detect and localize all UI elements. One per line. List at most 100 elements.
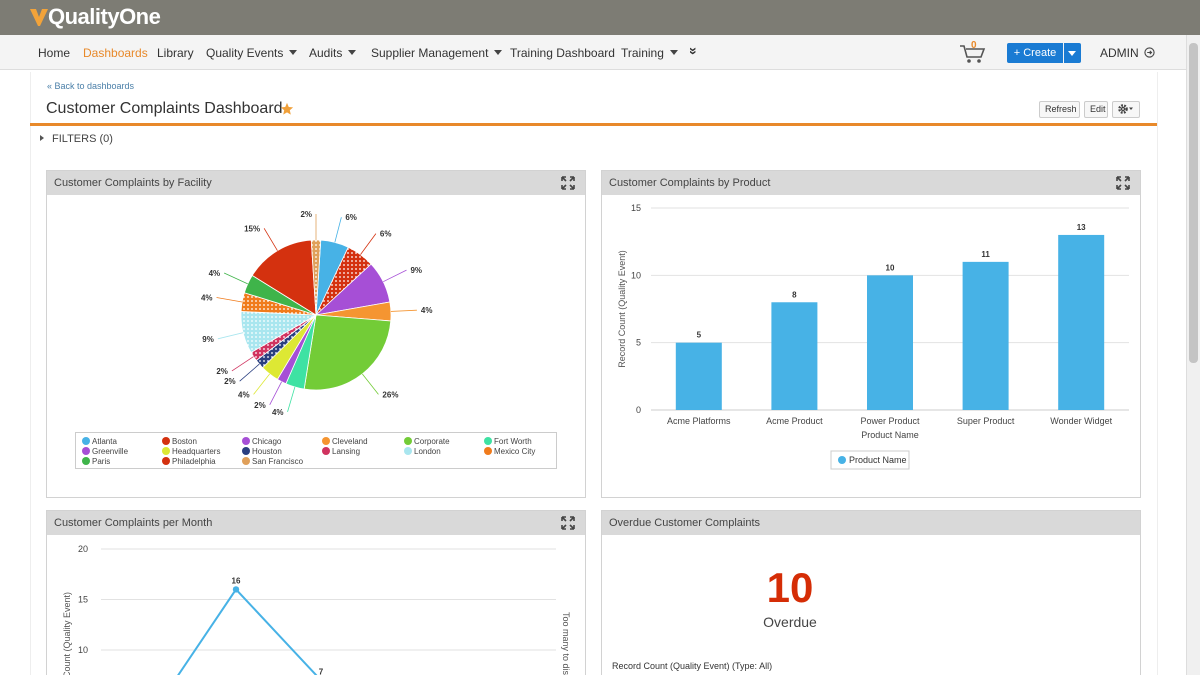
nav-training-dashboard[interactable]: Training Dashboard: [510, 46, 615, 60]
pie-slice-pattern-boston: [316, 247, 372, 315]
bar-acme-product[interactable]: [771, 302, 818, 410]
pie-slice-pattern-san-francisco: [311, 240, 321, 315]
scroll-thumb[interactable]: [1189, 43, 1198, 363]
nav-quality-events[interactable]: Quality Events: [206, 46, 298, 60]
page-scrollbar[interactable]: [1186, 35, 1200, 675]
back-to-dashboards-link[interactable]: « Back to dashboards: [47, 81, 135, 91]
pie-slice-philadelphia[interactable]: [251, 239, 317, 316]
x-tick-label: Super Product: [957, 416, 1015, 426]
legend-item-headquarters[interactable]: Headquarters: [162, 447, 220, 456]
create-dropdown-button[interactable]: [1064, 43, 1081, 63]
legend-item-houston[interactable]: Houston: [242, 447, 282, 456]
user-menu[interactable]: ADMIN: [1100, 46, 1155, 60]
facility-pie-chart: 6%6%9%4%26%4%2%4%2%2%9%4%4%15%2%: [201, 210, 432, 417]
legend-swatch: [82, 457, 90, 465]
legend-item-chicago[interactable]: Chicago: [242, 437, 281, 446]
app-logo[interactable]: QualityOne: [30, 4, 161, 30]
nav-supplier-management-label: Supplier Management: [371, 46, 489, 60]
expand-icon[interactable]: [561, 516, 575, 530]
logo-text: QualityOne: [48, 4, 161, 29]
favorite-star-icon[interactable]: [280, 102, 294, 116]
nav-library[interactable]: Library: [157, 46, 194, 60]
pie-connector-fort-worth: [287, 386, 296, 413]
filters-toggle[interactable]: FILTERS (0): [40, 133, 113, 145]
brand-bar: QualityOne: [0, 0, 1200, 35]
line-point-label: 16: [232, 576, 241, 585]
nav-supplier-management[interactable]: Supplier Management: [371, 46, 503, 60]
legend-swatch: [242, 457, 250, 465]
pie-connector-mexico-city: [216, 297, 243, 303]
panel-title: Customer Complaints by Facility: [54, 177, 212, 189]
nav-training-label: Training: [621, 46, 664, 60]
expand-icon[interactable]: [1116, 176, 1130, 190]
nav-dashboards[interactable]: Dashboards: [83, 46, 148, 60]
nav-audits[interactable]: Audits: [309, 46, 357, 60]
pie-connector-paris: [223, 272, 248, 285]
bar-value-label: 10: [886, 263, 895, 272]
legend-label: Houston: [252, 447, 282, 456]
legend-item-san-francisco[interactable]: San Francisco: [242, 457, 303, 466]
legend-label: Lansing: [332, 447, 361, 456]
y-tick-label: 15: [78, 595, 88, 605]
bar-acme-platforms[interactable]: [675, 342, 722, 410]
legend-swatch: [322, 437, 330, 445]
nav-library-label: Library: [157, 46, 194, 60]
legend-item-mexico-city[interactable]: Mexico City: [484, 447, 535, 456]
bar-value-label: 13: [1077, 223, 1086, 232]
legend-label: San Francisco: [252, 457, 304, 466]
x-tick-label: Acme Platforms: [667, 416, 731, 426]
overdue-count[interactable]: 10: [766, 564, 814, 611]
legend-item-atlanta[interactable]: Atlanta: [82, 437, 117, 446]
overdue-panel: Overdue Customer Complaints: [601, 510, 1141, 675]
legend-label: Corporate: [414, 437, 450, 446]
legend-item-fort-worth[interactable]: Fort Worth: [484, 437, 532, 446]
legend-item-greenville[interactable]: Greenville: [82, 447, 128, 456]
nav-dashboards-label: Dashboards: [83, 46, 148, 60]
expand-icon[interactable]: [561, 176, 575, 190]
legend-swatch: [484, 447, 492, 455]
legend-item-cleveland[interactable]: Cleveland: [322, 437, 368, 446]
right-axis-note: Too many to disp: [561, 612, 571, 675]
legend-item-philadelphia[interactable]: Philadelphia: [162, 457, 216, 466]
legend-item-boston[interactable]: Boston: [162, 437, 197, 446]
chevron-down-icon: [494, 50, 503, 55]
line-point[interactable]: [232, 586, 240, 593]
pie-slice-corporate[interactable]: [303, 314, 392, 391]
pie-connector-chicago: [383, 269, 407, 283]
y-axis-title: Count (Quality Event): [62, 592, 72, 675]
refresh-button[interactable]: Refresh: [1039, 101, 1080, 118]
legend-item-corporate[interactable]: Corporate: [404, 437, 450, 446]
pie-label-headquarters: 4%: [238, 390, 250, 399]
panel-header: Customer Complaints by Product: [602, 171, 1140, 195]
pie-connector-headquarters: [253, 373, 270, 395]
bar-super-product[interactable]: [962, 261, 1009, 410]
create-button[interactable]: + Create: [1007, 43, 1063, 63]
pie-label-san-francisco: 2%: [300, 210, 312, 219]
nav-more-icon[interactable]: »: [685, 47, 702, 55]
legend-swatch: [242, 447, 250, 455]
cart-button[interactable]: 0: [958, 40, 988, 65]
legend-swatch: [242, 437, 250, 445]
legend-swatch: [162, 437, 170, 445]
nav-home[interactable]: Home: [38, 46, 70, 60]
edit-button[interactable]: Edit: [1084, 101, 1108, 118]
bar-legend[interactable]: Product Name: [830, 450, 910, 470]
legend-label: Atlanta: [92, 437, 117, 446]
bar-power-product[interactable]: [867, 275, 913, 410]
logo-v-icon: [30, 9, 48, 26]
pie-label-corporate: 26%: [382, 390, 398, 399]
nav-training[interactable]: Training: [621, 46, 678, 60]
legend-item-london[interactable]: London: [404, 447, 441, 456]
gear-icon: [1118, 104, 1133, 114]
pie-label-mexico-city: 4%: [201, 293, 213, 302]
pie-connector-cleveland: [390, 309, 417, 312]
bar-wonder-widget[interactable]: [1058, 234, 1105, 410]
settings-button[interactable]: [1112, 101, 1140, 118]
pie-label-boston: 6%: [380, 230, 392, 239]
nav-training-dashboard-label: Training Dashboard: [510, 46, 615, 60]
pie-label-london: 9%: [202, 335, 214, 344]
legend-label: Philadelphia: [172, 457, 216, 466]
legend-item-lansing[interactable]: Lansing: [322, 447, 360, 456]
panel-title: Customer Complaints by Product: [609, 177, 771, 189]
legend-item-paris[interactable]: Paris: [82, 457, 110, 466]
